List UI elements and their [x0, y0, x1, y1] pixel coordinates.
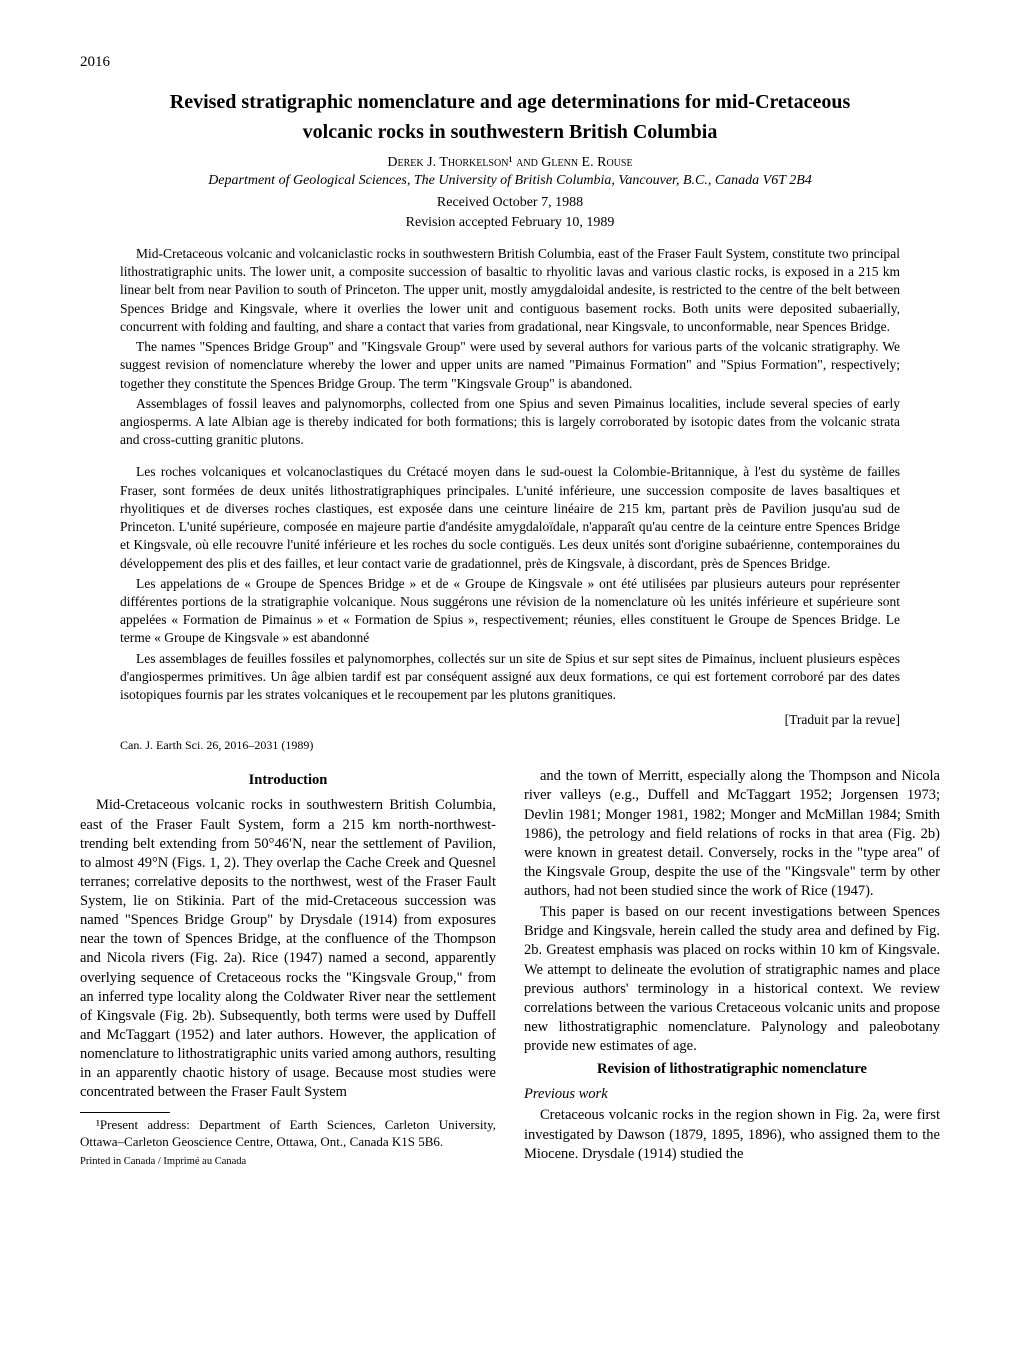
footnote-rule [80, 1112, 170, 1113]
left-column: Introduction Mid-Cretaceous volcanic roc… [80, 767, 496, 1169]
authors: Derek J. Thorkelson¹ and Glenn E. Rouse [80, 155, 940, 171]
abstract-fr-p2: Les appelations de « Groupe de Spences B… [120, 575, 900, 648]
intro-p1: Mid-Cretaceous volcanic rocks in southwe… [80, 796, 496, 1102]
affiliation: Department of Geological Sciences, The U… [80, 173, 940, 189]
footnote-text: ¹Present address: Department of Earth Sc… [80, 1117, 496, 1151]
article-title-line2: volcanic rocks in southwestern British C… [85, 119, 935, 145]
intro-p3: This paper is based on our recent invest… [524, 903, 940, 1056]
abstract-english: Mid-Cretaceous volcanic and volcaniclast… [120, 245, 900, 449]
abstract-en-p3: Assemblages of fossil leaves and palynom… [120, 395, 900, 450]
page-number: 2016 [80, 54, 940, 71]
translated-by-note: [Traduit par la revue] [120, 712, 900, 728]
printed-in-line: Printed in Canada / Imprimé au Canada [80, 1155, 496, 1169]
intro-p2: and the town of Merritt, especially alon… [524, 767, 940, 901]
revision-p1: Cretaceous volcanic rocks in the region … [524, 1106, 940, 1163]
introduction-heading: Introduction [80, 771, 496, 790]
abstract-en-p2: The names "Spences Bridge Group" and "Ki… [120, 338, 900, 393]
body-columns: Introduction Mid-Cretaceous volcanic roc… [80, 767, 940, 1169]
right-column: and the town of Merritt, especially alon… [524, 767, 940, 1169]
abstract-fr-p1: Les roches volcaniques et volcanoclastiq… [120, 463, 900, 572]
accepted-date: Revision accepted February 10, 1989 [80, 215, 940, 231]
abstract-fr-p3: Les assemblages de feuilles fossiles et … [120, 650, 900, 705]
journal-citation: Can. J. Earth Sci. 26, 2016–2031 (1989) [120, 738, 900, 753]
received-date: Received October 7, 1988 [80, 195, 940, 211]
revision-heading: Revision of lithostratigraphic nomenclat… [524, 1060, 940, 1079]
abstract-en-p1: Mid-Cretaceous volcanic and volcaniclast… [120, 245, 900, 336]
article-title-line1: Revised stratigraphic nomenclature and a… [85, 89, 935, 115]
previous-work-subheading: Previous work [524, 1085, 940, 1104]
abstract-french: Les roches volcaniques et volcanoclastiq… [120, 463, 900, 704]
